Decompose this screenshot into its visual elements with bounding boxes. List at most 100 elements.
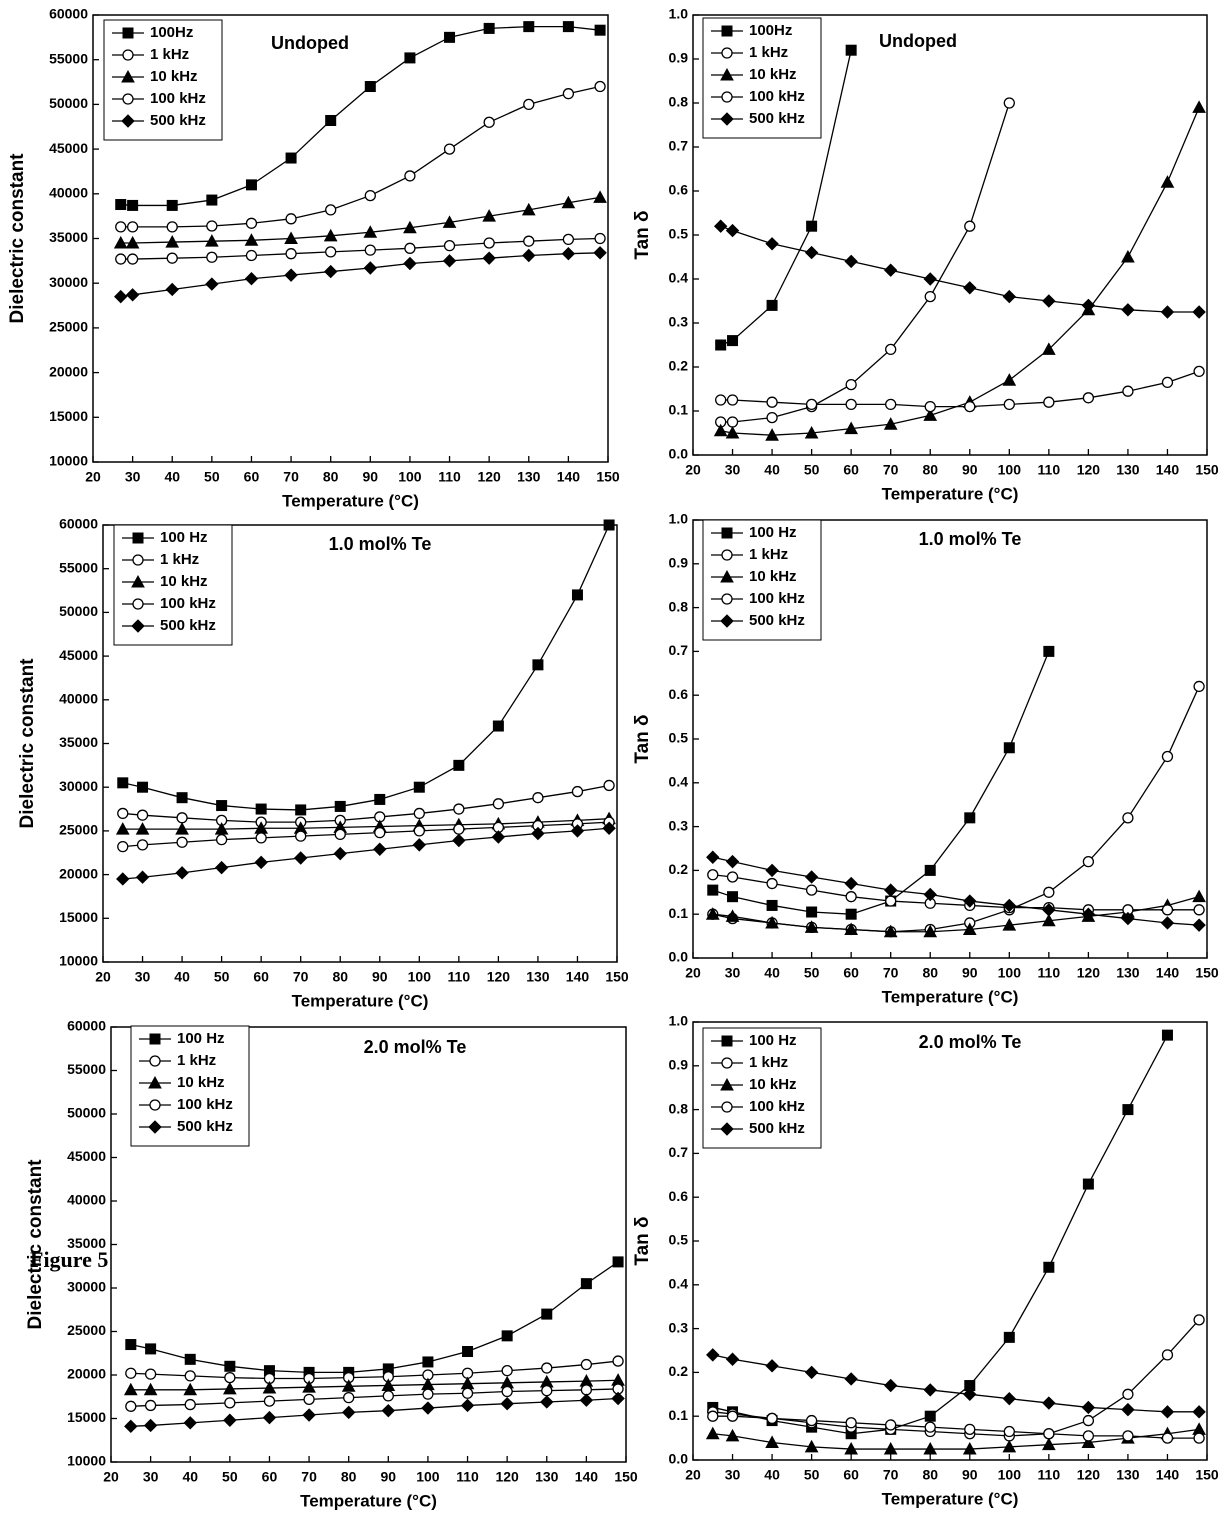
marker	[295, 830, 307, 842]
marker	[594, 232, 606, 245]
marker	[726, 416, 739, 428]
legend-label: 10 kHz	[160, 573, 208, 590]
marker	[720, 67, 734, 81]
marker	[214, 860, 229, 875]
y-tick-label: 25000	[67, 1322, 106, 1338]
marker	[144, 1399, 157, 1412]
y-tick-label: 0.1	[669, 1407, 689, 1423]
marker	[126, 221, 139, 233]
legend-label: 500 kHz	[160, 617, 216, 634]
chart: 20 30 40 50 60 70 80 90 100 110 120 130 140 150 0.0 0.1…	[632, 6, 1219, 504]
marker	[363, 261, 378, 275]
marker	[443, 240, 456, 252]
legend-label: 100 kHz	[160, 595, 216, 612]
y-tick-label: 25000	[59, 822, 98, 838]
marker	[1161, 904, 1174, 916]
series-line	[120, 196, 601, 244]
marker	[115, 199, 127, 211]
marker	[923, 1442, 938, 1455]
x-tick-label: 150	[614, 1469, 638, 1485]
marker	[244, 272, 259, 286]
marker	[725, 1428, 740, 1442]
x-axis-label: Temperature (°C)	[300, 1491, 437, 1510]
x-tick-label: 140	[1156, 965, 1180, 981]
marker	[923, 272, 937, 286]
y-tick-label: 20000	[59, 865, 98, 881]
y-tick-label: 1.0	[669, 1013, 689, 1029]
marker	[413, 807, 425, 820]
y-tick-label: 45000	[49, 140, 88, 156]
marker	[721, 1035, 733, 1047]
marker	[184, 1353, 196, 1365]
marker	[845, 378, 857, 391]
series-line	[720, 107, 1200, 436]
legend-label: 500 kHz	[749, 110, 805, 127]
y-tick-label: 15000	[59, 909, 98, 925]
marker	[113, 235, 128, 249]
marker	[1081, 1400, 1096, 1415]
y-tick-label: 1.0	[669, 6, 689, 22]
x-tick-label: 140	[1156, 1467, 1180, 1483]
marker	[1082, 1430, 1095, 1442]
marker	[603, 779, 615, 792]
y-tick-label: 50000	[49, 95, 88, 111]
chart: 20 30 40 50 60 70 80 90 100 110 120 130 140 150 10000 1…	[7, 6, 620, 511]
marker	[845, 908, 857, 920]
marker	[571, 589, 583, 601]
marker	[284, 268, 298, 282]
marker	[404, 170, 416, 182]
x-tick-label: 100	[998, 462, 1022, 478]
marker	[964, 812, 976, 824]
x-tick-label: 70	[283, 469, 299, 485]
x-tick-label: 110	[1038, 462, 1061, 478]
marker	[1160, 1405, 1175, 1419]
y-tick-label: 40000	[59, 691, 98, 707]
marker	[924, 290, 936, 303]
series-line	[130, 1379, 619, 1391]
marker	[766, 396, 778, 408]
y-tick-label: 15000	[67, 1409, 106, 1425]
y-axis-label: Tan δ	[632, 714, 653, 763]
marker	[460, 1398, 475, 1413]
marker	[720, 112, 734, 126]
x-tick-label: 60	[244, 469, 260, 485]
chart-title: Undoped	[879, 31, 957, 51]
marker	[501, 1330, 513, 1342]
marker	[885, 398, 897, 411]
legend-label: 10 kHz	[177, 1074, 225, 1091]
marker	[522, 248, 536, 263]
x-tick-label: 80	[922, 462, 938, 478]
chart: 20 30 40 50 60 70 80 90 100 110 120 130 140 150 0.0 0.1…	[632, 1013, 1219, 1509]
marker	[1043, 1428, 1055, 1440]
marker	[215, 833, 228, 846]
marker	[804, 245, 819, 260]
marker	[176, 792, 188, 804]
marker	[125, 288, 140, 302]
y-tick-label: 0.0	[669, 446, 689, 462]
x-tick-label: 130	[517, 469, 541, 485]
marker	[765, 428, 779, 441]
marker	[562, 88, 575, 100]
marker	[721, 549, 733, 561]
marker	[117, 777, 129, 789]
marker	[255, 832, 267, 844]
chart: 20 30 40 50 60 70 80 90 100 110 120 130 140 150 10000 1…	[17, 516, 629, 1011]
y-tick-label: 0.5	[669, 1232, 689, 1248]
series-line	[120, 252, 601, 298]
marker	[412, 838, 427, 852]
marker	[883, 1442, 898, 1455]
marker	[885, 895, 897, 907]
legend-label: 10 kHz	[150, 68, 198, 85]
marker	[224, 1360, 236, 1372]
marker	[523, 98, 535, 111]
marker	[143, 1418, 158, 1433]
series-line	[122, 784, 610, 823]
marker	[483, 116, 495, 128]
y-tick-label: 10000	[67, 1453, 106, 1469]
marker	[541, 1385, 553, 1397]
marker	[125, 235, 140, 249]
x-tick-label: 100	[398, 469, 422, 485]
marker	[1121, 911, 1135, 926]
marker	[382, 1390, 394, 1402]
legend: 100 Hz 1 kHz 10 kHz 100 kHz 500 kHz	[702, 519, 822, 641]
